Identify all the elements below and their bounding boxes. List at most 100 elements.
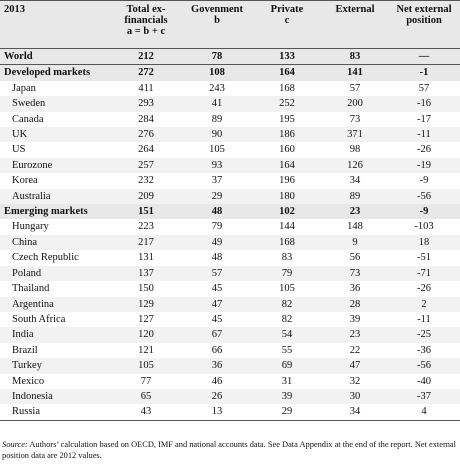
cell-gov: 13 xyxy=(182,404,252,421)
cell-name: Developed markets xyxy=(4,67,91,79)
cell-priv: 168 xyxy=(279,236,295,248)
cell-priv: 168 xyxy=(279,82,295,94)
cell-gov: 29 xyxy=(211,190,223,202)
cell-name: Mexico xyxy=(12,375,45,387)
table-row: Indonesia 65 26 39 30 -37 xyxy=(0,388,460,405)
cell-net: 57 xyxy=(418,82,430,94)
cell-net: -51 xyxy=(417,252,431,264)
table-header-row: 2013 Total ex- financials a = b + c Gove… xyxy=(0,0,460,49)
cell-priv: 252 xyxy=(279,98,295,110)
cell-total: 264 xyxy=(138,144,154,156)
cell-ext: 89 xyxy=(349,190,361,202)
header-year: 2013 xyxy=(0,0,110,49)
cell-name: Sweden xyxy=(12,98,46,110)
cell-net: -25 xyxy=(417,329,431,341)
cell-ext: 47 xyxy=(349,360,361,372)
table-row: Turkey 105 36 69 47 -56 xyxy=(0,358,460,374)
table-row: China 217 49 168 9 18 xyxy=(0,234,460,251)
cell-name: Czech Republic xyxy=(12,252,79,264)
header-net-external-line-2: position xyxy=(406,15,442,26)
table-row: Czech Republic 131 48 83 56 -51 xyxy=(0,250,460,265)
cell-ext: 126 xyxy=(347,159,363,171)
table-row: South Africa 127 45 82 39 -11 xyxy=(0,312,460,327)
cell-name: Argentina xyxy=(12,298,54,310)
header-total-line-1: Total ex- xyxy=(126,4,166,15)
cell-priv: 102 xyxy=(279,206,295,218)
cell-net: -37 xyxy=(417,390,431,402)
table-row: Developed markets 272 108 164 141 -1 xyxy=(0,64,460,81)
cell-total: 43 xyxy=(110,404,182,421)
cell-gov: 93 xyxy=(211,159,223,171)
cell-priv: 160 xyxy=(279,144,295,156)
cell-gov: 36 xyxy=(211,360,223,372)
cell-name: US xyxy=(12,144,26,156)
cell-ext: 34 xyxy=(322,404,388,421)
cell-net: -16 xyxy=(417,98,431,110)
cell-ext: 148 xyxy=(347,221,363,233)
cell-priv: 39 xyxy=(281,390,293,402)
cell-gov: 79 xyxy=(211,221,223,233)
cell-total: 411 xyxy=(138,82,154,94)
cell-priv: 186 xyxy=(279,129,295,141)
cell-name: Emerging markets xyxy=(4,206,88,218)
table-row: Thailand 150 45 105 36 -26 xyxy=(0,281,460,296)
cell-name: Canada xyxy=(12,113,44,125)
cell-net: -1 xyxy=(419,67,429,79)
cell-net: -26 xyxy=(417,283,431,295)
cell-name: Eurozone xyxy=(12,159,53,171)
table-row: Hungary 223 79 144 148 -103 xyxy=(0,219,460,234)
cell-total: 151 xyxy=(138,206,154,218)
cell-priv: 196 xyxy=(279,175,295,187)
source-text: Authors’ calculation based on OECD, IMF … xyxy=(2,440,456,460)
cell-total: 129 xyxy=(138,298,154,310)
cell-priv: 82 xyxy=(281,313,293,325)
cell-ext: 57 xyxy=(349,82,361,94)
cell-net: -11 xyxy=(417,129,431,141)
header-government-line-1: Govenment xyxy=(191,4,243,15)
cell-priv: 83 xyxy=(281,252,293,264)
cell-gov: 49 xyxy=(211,236,223,248)
cell-name: Japan xyxy=(12,82,36,94)
cell-total: 209 xyxy=(138,190,154,202)
cell-ext: 56 xyxy=(349,252,361,264)
cell-ext: 23 xyxy=(349,329,361,341)
header-private-line-2: c xyxy=(284,15,290,26)
header-net-external: Net external position xyxy=(388,0,460,49)
table-row: UK 276 90 186 371 -11 xyxy=(0,127,460,143)
cell-gov: 46 xyxy=(211,375,223,387)
header-external: External xyxy=(322,0,388,49)
cell-ext: 39 xyxy=(349,313,361,325)
cell-gov: 90 xyxy=(211,129,223,141)
cell-name: Hungary xyxy=(12,221,49,233)
header-private-line-1: Private xyxy=(270,4,304,15)
cell-gov: 37 xyxy=(211,175,223,187)
header-external-line-1: External xyxy=(335,4,375,15)
cell-gov: 45 xyxy=(211,283,223,295)
cell-name: Brazil xyxy=(12,344,38,356)
table-row: Japan 411 243 168 57 57 xyxy=(0,81,460,96)
cell-total: 105 xyxy=(138,360,154,372)
cell-total: 212 xyxy=(110,47,182,66)
header-net-external-line-1: Net external xyxy=(396,4,452,15)
table-row: Argentina 129 47 82 28 2 xyxy=(0,296,460,312)
cell-net: -71 xyxy=(417,267,431,279)
cell-net: -26 xyxy=(417,144,431,156)
cell-net: -103 xyxy=(414,221,434,233)
cell-priv: 105 xyxy=(279,283,295,295)
cell-net: 18 xyxy=(418,236,430,248)
cell-ext: 371 xyxy=(347,129,363,141)
cell-priv: 54 xyxy=(281,329,293,341)
cell-name: India xyxy=(12,329,34,341)
cell-name: Poland xyxy=(12,267,42,279)
cell-name: Korea xyxy=(12,175,38,187)
cell-total: 65 xyxy=(140,390,152,402)
cell-net: -36 xyxy=(417,344,431,356)
header-total-line-3: a = b + c xyxy=(126,26,166,37)
cell-priv: 29 xyxy=(252,404,322,421)
cell-net: -40 xyxy=(417,375,431,387)
cell-gov: 57 xyxy=(211,267,223,279)
header-government: Govenment b xyxy=(182,0,252,49)
cell-gov: 45 xyxy=(211,313,223,325)
cell-gov: 47 xyxy=(211,298,223,310)
